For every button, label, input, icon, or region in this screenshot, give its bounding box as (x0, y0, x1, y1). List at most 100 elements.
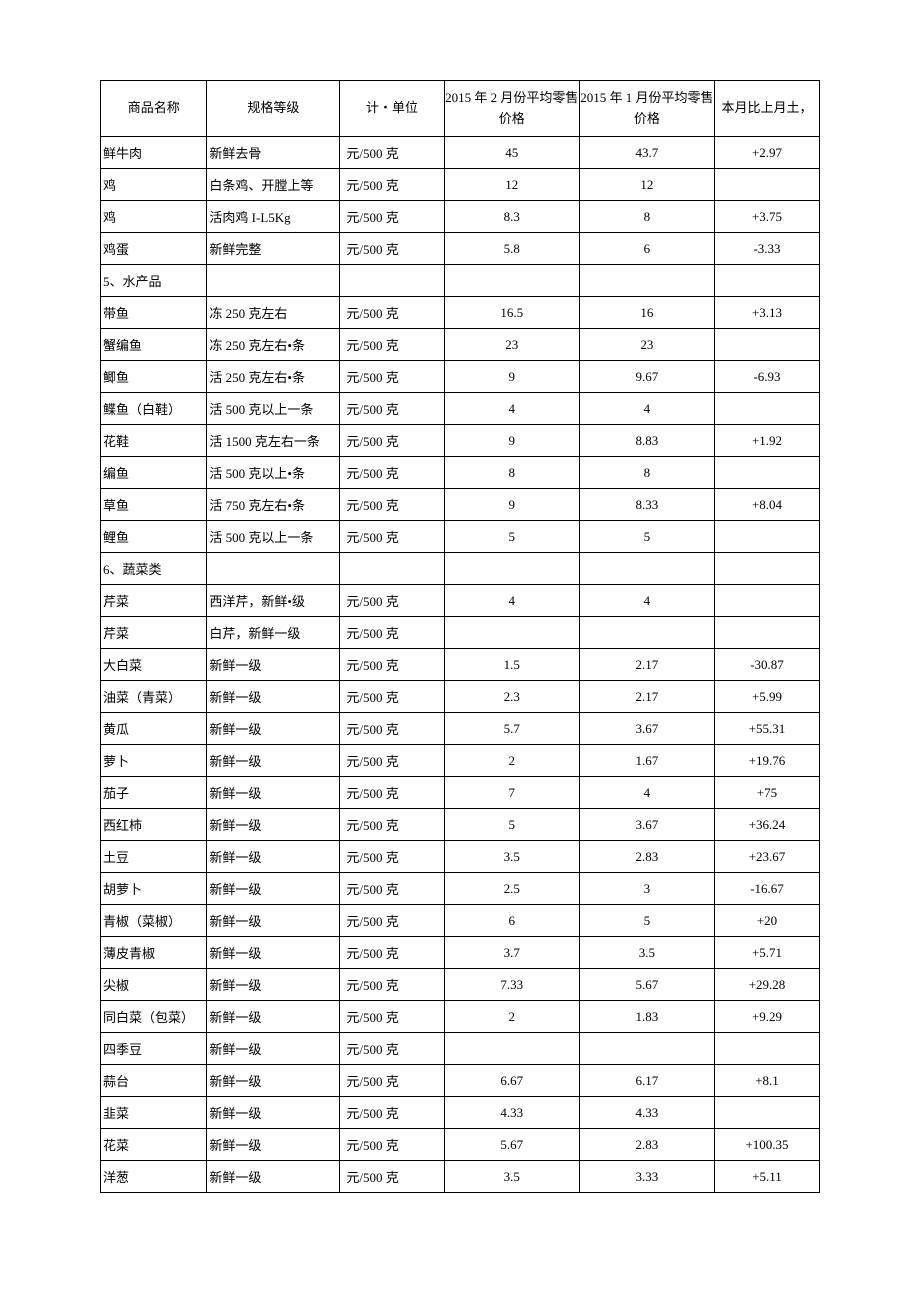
cell-unit: 元/500 克 (340, 457, 444, 489)
cell-spec: 西洋芹，新鲜•级 (207, 585, 340, 617)
cell-unit: 元/500 克 (340, 681, 444, 713)
cell-name: 芹菜 (101, 617, 207, 649)
cell-feb: 2 (444, 1001, 579, 1033)
cell-spec: 活 1500 克左右一条 (207, 425, 340, 457)
cell-spec: 新鲜一级 (207, 649, 340, 681)
cell-change: +8.04 (715, 489, 820, 521)
cell-jan: 3 (579, 873, 714, 905)
table-row: 芹菜白芹，新鲜一级元/500 克 (101, 617, 820, 649)
table-row: 油菜（青菜）新鲜一级元/500 克2.32.17+5.99 (101, 681, 820, 713)
cell-unit: 元/500 克 (340, 361, 444, 393)
cell-name: 同白菜（包菜） (101, 1001, 207, 1033)
cell-spec: 新鲜一级 (207, 969, 340, 1001)
table-row: 大白菜新鲜一级元/500 克1.52.17-30.87 (101, 649, 820, 681)
cell-spec (207, 553, 340, 585)
cell-jan: 3.67 (579, 809, 714, 841)
table-row: 鲜牛肉新鲜去骨元/500 克4543.7+2.97 (101, 137, 820, 169)
cell-unit: 元/500 克 (340, 873, 444, 905)
cell-jan (579, 617, 714, 649)
cell-name: 鲜牛肉 (101, 137, 207, 169)
cell-name: 尖椒 (101, 969, 207, 1001)
cell-spec: 活 250 克左右•条 (207, 361, 340, 393)
cell-spec: 新鲜一级 (207, 1065, 340, 1097)
cell-spec: 新鲜一级 (207, 1161, 340, 1193)
cell-spec (207, 265, 340, 297)
cell-spec: 新鲜一级 (207, 745, 340, 777)
table-row: 同白菜（包菜）新鲜一级元/500 克21.83+9.29 (101, 1001, 820, 1033)
cell-name: 油菜（青菜） (101, 681, 207, 713)
cell-name: 鸡蛋 (101, 233, 207, 265)
cell-spec: 白芹，新鲜一级 (207, 617, 340, 649)
cell-name: 花鞋 (101, 425, 207, 457)
cell-jan: 3.5 (579, 937, 714, 969)
cell-spec: 新鲜一级 (207, 1129, 340, 1161)
table-body: 鲜牛肉新鲜去骨元/500 克4543.7+2.97鸡白条鸡、开膛上等元/500 … (101, 137, 820, 1193)
table-row: 鸡白条鸡、开膛上等元/500 克1212 (101, 169, 820, 201)
cell-change: -30.87 (715, 649, 820, 681)
cell-spec: 新鲜一级 (207, 1033, 340, 1065)
cell-change (715, 393, 820, 425)
cell-feb: 2 (444, 745, 579, 777)
cell-unit (340, 265, 444, 297)
table-row: 鲤鱼活 500 克以上一条元/500 克55 (101, 521, 820, 553)
table-row: 花菜新鲜一级元/500 克5.672.83+100.35 (101, 1129, 820, 1161)
table-row: 西红柿新鲜一级元/500 克53.67+36.24 (101, 809, 820, 841)
cell-jan: 6 (579, 233, 714, 265)
cell-spec: 新鲜一级 (207, 681, 340, 713)
cell-name: 四季豆 (101, 1033, 207, 1065)
cell-name: 茄子 (101, 777, 207, 809)
cell-change: +5.99 (715, 681, 820, 713)
cell-spec: 冻 250 克左右 (207, 297, 340, 329)
cell-jan: 2.17 (579, 681, 714, 713)
cell-spec: 新鲜去骨 (207, 137, 340, 169)
cell-change (715, 1097, 820, 1129)
cell-unit: 元/500 克 (340, 489, 444, 521)
table-row: 萝卜新鲜一级元/500 克21.67+19.76 (101, 745, 820, 777)
cell-unit: 元/500 克 (340, 137, 444, 169)
cell-name: 芹菜 (101, 585, 207, 617)
cell-change: +1.92 (715, 425, 820, 457)
cell-name: 土豆 (101, 841, 207, 873)
cell-spec: 新鲜一级 (207, 777, 340, 809)
cell-change: -16.67 (715, 873, 820, 905)
cell-spec: 新鲜一级 (207, 1001, 340, 1033)
cell-feb: 6 (444, 905, 579, 937)
cell-name: 韭菜 (101, 1097, 207, 1129)
table-row: 韭菜新鲜一级元/500 克4.334.33 (101, 1097, 820, 1129)
cell-unit: 元/500 克 (340, 233, 444, 265)
table-row: 6、蔬菜类 (101, 553, 820, 585)
cell-jan (579, 553, 714, 585)
table-row: 土豆新鲜一级元/500 克3.52.83+23.67 (101, 841, 820, 873)
cell-change: +19.76 (715, 745, 820, 777)
cell-name: 花菜 (101, 1129, 207, 1161)
cell-unit: 元/500 克 (340, 617, 444, 649)
cell-feb: 4 (444, 585, 579, 617)
cell-change (715, 169, 820, 201)
cell-feb (444, 617, 579, 649)
cell-change: +20 (715, 905, 820, 937)
cell-jan: 2.83 (579, 1129, 714, 1161)
cell-spec: 活 500 克以上一条 (207, 393, 340, 425)
cell-change (715, 617, 820, 649)
cell-feb: 3.5 (444, 841, 579, 873)
cell-change (715, 265, 820, 297)
cell-spec: 新鲜一级 (207, 1097, 340, 1129)
header-spec: 规格等级 (207, 81, 340, 137)
table-row: 鸡活肉鸡 I-L5Kg元/500 克8.38+3.75 (101, 201, 820, 233)
cell-jan: 3.33 (579, 1161, 714, 1193)
cell-spec: 新鲜一级 (207, 841, 340, 873)
document-page: 商品名称 规格等级 计・单位 2015 年 2 月份平均零售价格 2015 年 … (0, 0, 920, 1253)
cell-spec: 活 500 克以上一条 (207, 521, 340, 553)
cell-change: +3.75 (715, 201, 820, 233)
cell-jan: 8 (579, 457, 714, 489)
cell-feb: 1.5 (444, 649, 579, 681)
cell-change: +23.67 (715, 841, 820, 873)
cell-feb: 12 (444, 169, 579, 201)
cell-change: +29.28 (715, 969, 820, 1001)
cell-change: -6.93 (715, 361, 820, 393)
cell-unit: 元/500 克 (340, 585, 444, 617)
cell-spec: 冻 250 克左右•条 (207, 329, 340, 361)
table-row: 青椒（菜椒）新鲜一级元/500 克65+20 (101, 905, 820, 937)
cell-unit: 元/500 克 (340, 1065, 444, 1097)
cell-jan: 12 (579, 169, 714, 201)
